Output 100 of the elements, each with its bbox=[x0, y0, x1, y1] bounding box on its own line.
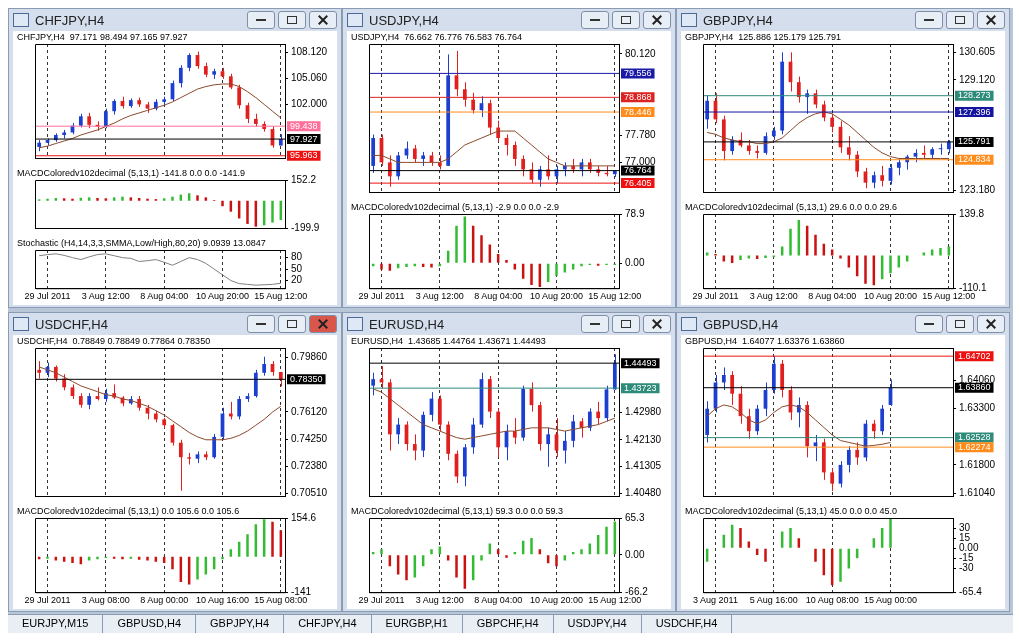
y-tick-label: 1.42980 bbox=[625, 406, 662, 418]
y-tick-label: 1.40480 bbox=[625, 487, 662, 499]
x-tick-label: 8 Aug 04:00 bbox=[474, 291, 523, 302]
candlestick bbox=[412, 433, 417, 461]
bar bbox=[505, 555, 508, 558]
bar bbox=[246, 200, 249, 224]
x-tick-label: 8 Aug 04:00 bbox=[474, 595, 523, 606]
bar bbox=[162, 198, 166, 201]
text: GBPJPY,H4 bbox=[196, 615, 285, 634]
candlestick bbox=[262, 356, 267, 377]
text: EURGBP,H1 bbox=[371, 615, 463, 634]
candlestick bbox=[253, 369, 258, 399]
bar bbox=[530, 263, 533, 286]
candlestick bbox=[755, 404, 760, 436]
bar bbox=[764, 255, 767, 258]
ref-line-label: 1.44493 bbox=[624, 357, 657, 368]
bar bbox=[221, 200, 224, 207]
chart-subtitle: EURUSD,H4 1.43685 1.44764 1.43671 1.44493 bbox=[351, 335, 546, 346]
y-tick-label: -141 bbox=[291, 585, 312, 597]
candlestick bbox=[596, 401, 601, 426]
bar bbox=[62, 198, 66, 201]
x-tick-label: 8 Aug 00:00 bbox=[140, 595, 189, 606]
candlestick bbox=[846, 135, 851, 161]
y-tick-label: 1.61800 bbox=[959, 458, 996, 470]
x-tick-label: 29 Jul 2011 bbox=[358, 291, 405, 302]
candlestick bbox=[571, 414, 576, 448]
y-tick-label: 50 bbox=[291, 262, 303, 274]
candlestick bbox=[855, 150, 860, 178]
candlestick bbox=[512, 141, 517, 167]
bar bbox=[455, 225, 458, 263]
chart-subtitle: USDJPY,H4 76.662 76.776 76.583 76.764 bbox=[351, 31, 522, 42]
candlestick bbox=[830, 113, 835, 133]
x-tick-label: 8 Aug 04:00 bbox=[140, 291, 189, 302]
y-tick-label: 20 bbox=[291, 274, 303, 286]
x-tick-label: 29 Jul 2011 bbox=[692, 291, 739, 302]
y-tick-label: 80 bbox=[291, 251, 303, 263]
bar bbox=[530, 537, 533, 555]
bar bbox=[889, 518, 892, 548]
y-tick-label: 0.00 bbox=[625, 548, 645, 560]
candlestick bbox=[396, 151, 401, 181]
candlestick bbox=[546, 154, 551, 181]
bar bbox=[555, 263, 558, 276]
bar bbox=[146, 556, 149, 561]
y-tick-label: 139.8 bbox=[959, 207, 985, 219]
candlestick bbox=[371, 372, 376, 396]
y-tick-label: 80.120 bbox=[625, 47, 657, 59]
bar bbox=[104, 198, 108, 201]
y-tick-label: -110.1 bbox=[959, 281, 988, 293]
bar bbox=[121, 556, 124, 560]
ref-line-label: 125.791 bbox=[958, 136, 991, 147]
chart-title: GBPUSD,H4 bbox=[703, 316, 780, 332]
chart-title: MACDColoredv102decimal (5,13,1) 29.6 0.0 0.0 29.6 bbox=[685, 201, 898, 212]
y-tick-label: -15 bbox=[959, 552, 974, 564]
x-tick-label: 15 Aug 12:00 bbox=[922, 291, 976, 302]
bar bbox=[430, 263, 433, 268]
bar bbox=[555, 555, 558, 567]
x-tick-label: 15 Aug 12:00 bbox=[254, 291, 308, 302]
bar bbox=[455, 555, 458, 578]
text: GBPUSD,H4 bbox=[103, 615, 197, 634]
ref-line-label: 0.78350 bbox=[290, 373, 323, 384]
bar bbox=[271, 200, 274, 223]
candlestick bbox=[796, 76, 801, 104]
candlestick bbox=[396, 417, 401, 445]
candlestick bbox=[178, 64, 183, 88]
candlestick bbox=[871, 419, 876, 440]
y-tick-label: 152.2 bbox=[291, 173, 317, 185]
candlestick bbox=[880, 165, 885, 187]
bar bbox=[739, 255, 742, 260]
text: GBPCHF,H4 bbox=[462, 615, 554, 634]
candlestick bbox=[521, 154, 526, 177]
y-tick-label: 130.605 bbox=[959, 46, 996, 58]
candlestick bbox=[237, 84, 242, 110]
candlestick bbox=[830, 468, 835, 492]
bar bbox=[246, 534, 249, 557]
ref-line-label: 1.64702 bbox=[958, 350, 991, 361]
y-tick-label: 0.70510 bbox=[291, 487, 328, 499]
text: USDCHF,H4 bbox=[641, 615, 733, 634]
candlestick bbox=[846, 445, 851, 473]
y-tick-label: 77.000 bbox=[625, 156, 657, 168]
y-tick-label: 0.00 bbox=[625, 256, 645, 268]
x-tick-label: 3 Aug 12:00 bbox=[415, 291, 464, 302]
chart-title: Stochastic (H4,14,3,3,SMMA,Low/High,80,20) 9.0939 13.0847 bbox=[17, 237, 266, 248]
x-tick-label: 8 Aug 04:00 bbox=[808, 291, 857, 302]
x-tick-label: 29 Jul 2011 bbox=[24, 291, 71, 302]
y-tick-label: 15 bbox=[959, 531, 971, 543]
chart-subtitle: GBPJPY,H4 125.886 125.179 125.791 bbox=[685, 31, 841, 42]
candlestick bbox=[855, 441, 860, 466]
bar bbox=[46, 198, 49, 201]
bar bbox=[864, 255, 867, 284]
x-tick-label: 5 Aug 16:00 bbox=[749, 595, 798, 606]
x-tick-label: 15 Aug 00:00 bbox=[863, 595, 918, 606]
candlestick bbox=[562, 430, 567, 465]
candlestick bbox=[512, 417, 517, 445]
ref-line-label: 76.764 bbox=[624, 165, 652, 176]
y-tick-label: 30 bbox=[959, 521, 971, 533]
y-tick-label: 123.180 bbox=[959, 184, 996, 196]
bar bbox=[889, 255, 892, 274]
bar bbox=[271, 521, 274, 557]
ref-line-label: 99.438 bbox=[290, 120, 318, 131]
chart-subtitle: CHFJPY,H4 97.171 98.494 97.165 97.927 bbox=[17, 31, 188, 42]
